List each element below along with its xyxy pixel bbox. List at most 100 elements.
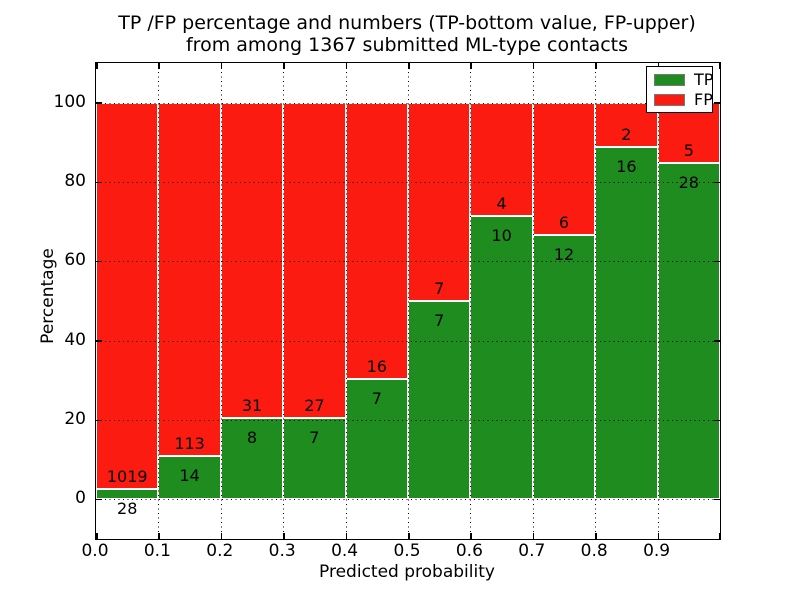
- chart-title-line2: from among 1367 submitted ML-type contac…: [185, 34, 629, 56]
- fp-count-annotation-9: 5: [683, 140, 694, 160]
- y-tick-mark-right: [714, 340, 720, 342]
- legend: TP FP: [646, 66, 713, 113]
- x-tick-mark: [283, 533, 285, 539]
- y-tick-mark: [96, 102, 102, 104]
- tp-bar-segment-5: [408, 301, 471, 500]
- vertical-gridline: [345, 63, 347, 539]
- x-tick-label-0.0: 0.0: [81, 541, 109, 561]
- x-tick-mark: [595, 533, 597, 539]
- vertical-gridline: [283, 63, 285, 539]
- x-tick-mark-top: [96, 63, 98, 69]
- x-tick-mark-top: [595, 63, 597, 69]
- y-tick-label-60: 60: [64, 250, 86, 271]
- bar-column-8: [595, 63, 658, 539]
- fp-count-annotation-2: 31: [241, 395, 263, 415]
- tp-count-annotation-6: 10: [491, 226, 512, 245]
- x-tick-mark-top: [470, 63, 472, 69]
- fp-count-annotation-1: 113: [174, 433, 205, 453]
- bar-column-6: [470, 63, 533, 539]
- plot-area: 1019 28 113 14 31 8 27 7 16 7 7 7 4 10 6 12 2 16 5 28: [95, 62, 721, 540]
- x-tick-mark: [408, 533, 410, 539]
- tp-bar-segment-8: [595, 146, 658, 500]
- y-tick-mark: [96, 260, 102, 263]
- fp-bar-segment-5: [408, 102, 471, 301]
- horizontal-gridline: [96, 261, 720, 263]
- x-tick-mark-top: [345, 63, 348, 69]
- fp-legend-swatch-icon: [654, 93, 685, 106]
- bar-column-4: [345, 63, 408, 539]
- x-tick-mark-top: [283, 63, 285, 69]
- vertical-gridline: [532, 63, 534, 539]
- y-tick-label-20: 20: [64, 409, 86, 429]
- x-axis-label: Predicted probability: [319, 562, 495, 582]
- horizontal-gridline: [96, 420, 720, 421]
- x-tick-label-0.7: 0.7: [518, 541, 546, 561]
- x-tick-mark: [345, 533, 348, 539]
- tp-bar-segment-0: [96, 488, 159, 500]
- vertical-gridline: [470, 63, 472, 539]
- vertical-gridline: [595, 63, 597, 539]
- y-tick-mark-right: [714, 260, 720, 263]
- y-tick-label-0: 0: [75, 488, 86, 509]
- x-tick-mark-top: [718, 63, 720, 69]
- x-tick-mark: [158, 533, 160, 539]
- bar-column-3: [283, 63, 346, 539]
- x-tick-label-0.1: 0.1: [143, 541, 171, 561]
- x-tick-label-0.3: 0.3: [268, 541, 296, 561]
- y-tick-mark-right: [714, 419, 720, 421]
- fp-count-annotation-5: 7: [434, 279, 445, 298]
- x-tick-label-0.2: 0.2: [206, 541, 234, 561]
- horizontal-gridline: [96, 499, 720, 501]
- chart-title-line1: TP /FP percentage and numbers (TP-bottom…: [118, 12, 696, 34]
- y-tick-mark-right: [714, 102, 720, 104]
- y-tick-label-40: 40: [64, 329, 86, 350]
- x-tick-mark: [718, 533, 720, 539]
- y-tick-mark: [96, 419, 102, 421]
- horizontal-gridline: [96, 102, 720, 104]
- tp-bar-segment-7: [532, 234, 596, 500]
- y-tick-mark: [96, 498, 102, 501]
- y-tick-mark-right: [714, 181, 720, 183]
- bar-column-5: [408, 63, 471, 539]
- tp-count-annotation-3: 7: [309, 427, 320, 447]
- fp-bar-segment-2: [220, 102, 284, 418]
- fp-bar-segment-0: [96, 102, 159, 489]
- tp-count-annotation-1: 14: [179, 465, 200, 485]
- vertical-gridline: [408, 63, 409, 539]
- horizontal-gridline: [96, 340, 720, 342]
- tp-count-annotation-2: 8: [246, 427, 258, 447]
- bar-column-0: [96, 63, 159, 539]
- fp-bar-segment-7: [532, 102, 596, 235]
- tp-bar-segment-2: [220, 417, 284, 500]
- tp-count-annotation-4: 7: [371, 388, 382, 408]
- legend-label-tp: TP: [694, 70, 714, 89]
- tp-count-annotation-0: 28: [117, 498, 138, 518]
- x-tick-label-0.8: 0.8: [580, 541, 608, 561]
- fp-count-annotation-4: 16: [366, 356, 387, 376]
- bar-column-1: [158, 63, 221, 539]
- fp-count-annotation-3: 27: [304, 395, 325, 415]
- x-tick-label-0.5: 0.5: [393, 541, 421, 561]
- tp-bar-segment-4: [345, 378, 408, 500]
- legend-row-fp: FP: [654, 92, 713, 108]
- x-tick-mark-top: [532, 63, 535, 69]
- x-tick-mark-top: [158, 63, 160, 69]
- x-tick-mark: [470, 533, 472, 539]
- y-tick-mark: [96, 340, 102, 342]
- fp-bar-segment-1: [158, 102, 221, 456]
- bar-column-9: [657, 63, 720, 539]
- fp-count-annotation-7: 6: [558, 212, 570, 232]
- horizontal-gridline: [96, 182, 720, 183]
- x-tick-mark: [532, 533, 535, 539]
- y-tick-label-80: 80: [64, 171, 86, 191]
- vertical-gridline: [220, 63, 222, 539]
- y-tick-mark-right: [714, 498, 720, 501]
- legend-row-tp: TP: [654, 70, 714, 89]
- vertical-gridline: [158, 63, 160, 539]
- fp-count-annotation-6: 4: [496, 194, 507, 213]
- y-tick-label-100: 100: [53, 91, 86, 112]
- fp-bar-segment-4: [345, 102, 408, 379]
- tp-count-annotation-9: 28: [678, 172, 699, 192]
- bar-column-2: [220, 63, 284, 539]
